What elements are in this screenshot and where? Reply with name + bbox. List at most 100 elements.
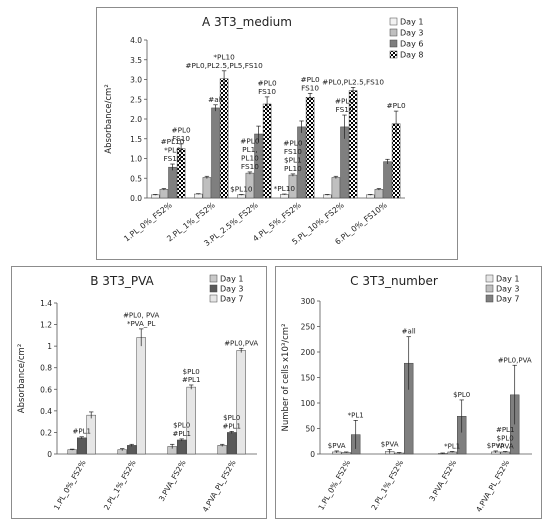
- significance-label: #PL0: [283, 138, 303, 147]
- legend-label: Day 1: [496, 275, 519, 284]
- chart-title: B 3T3_PVA: [90, 274, 154, 288]
- x-tick-label: 3.PVA_FS2%: [157, 459, 188, 503]
- legend-label: Day 3: [400, 29, 423, 38]
- legend-label: Day 1: [220, 275, 243, 284]
- significance-label: *PL10: [274, 184, 296, 193]
- significance-label: #PL0,PVA: [224, 339, 258, 347]
- legend-swatch: [209, 284, 218, 293]
- significance-label: FS10: [258, 87, 276, 96]
- significance-label: PL10: [284, 164, 302, 173]
- y-tick-label: 3.0: [130, 76, 142, 85]
- significance-label: $PVA: [328, 442, 346, 450]
- y-tick-label: 200: [301, 348, 316, 357]
- significance-label: #PL1: [222, 422, 240, 430]
- bar: [168, 166, 177, 199]
- x-tick-label: 2.PL_1%_FS2%: [102, 459, 138, 512]
- y-tick-label: 1.2: [40, 321, 52, 330]
- chart-panel-b: B 3T3_PVA 0 0.2 0.4 0.6 0.8 1 1.2 1.4 Absorbance/…: [11, 266, 267, 519]
- x-tick-label: 2.PL_1%_FS2%: [369, 459, 405, 512]
- legend-swatch: [389, 50, 398, 59]
- chart-panel-c: C 3T3_number 0 50 100 150 200 250 300 Number of …: [275, 266, 542, 519]
- bar: [280, 194, 289, 199]
- x-tick-label: 4.PVA_PL_FS2%: [474, 459, 511, 514]
- bar: [331, 177, 341, 199]
- x-tick-label: 1.PL_0%_FS2%: [52, 459, 88, 512]
- significance-label: #PL0,PL2.5,PL5,FS10: [185, 61, 263, 70]
- bar: [211, 107, 220, 199]
- y-tick-label: 0.4: [40, 407, 52, 416]
- y-axis-label: Absorbance/cm²: [17, 344, 27, 413]
- significance-label: PL1,: [242, 145, 257, 154]
- bar: [217, 445, 227, 455]
- legend-swatch: [485, 284, 494, 293]
- significance-label: *PL1: [348, 411, 364, 419]
- significance-label: #PL0: [300, 75, 320, 84]
- chart-a-svg: A 3T3_medium 0.0 0.5 1.0 1.5 2.0 2.5 3.0 3.5 4.0 A…: [104, 15, 423, 248]
- significance-label: $PL0: [173, 422, 190, 430]
- chart-panel-a: A 3T3_medium 0.0 0.5 1.0 1.5 2.0 2.5 3.0 3.5 4.0 A…: [96, 7, 458, 260]
- legend-swatch: [389, 39, 398, 48]
- legend-label: Day 6: [400, 40, 423, 49]
- y-tick-label: 250: [301, 323, 316, 332]
- bar: [323, 194, 332, 199]
- bar: [159, 189, 169, 199]
- y-tick-label: 0: [47, 450, 52, 459]
- legend-swatch: [209, 294, 218, 303]
- legend-swatch: [485, 274, 494, 283]
- significance-label: FS10: [284, 147, 302, 156]
- significance-label: $PL0: [183, 368, 200, 376]
- bar: [186, 386, 196, 455]
- legend-swatch: [389, 17, 398, 26]
- significance-label: FS10: [336, 105, 354, 114]
- significance-label: #PL1: [72, 428, 90, 436]
- bar: [374, 189, 384, 199]
- y-tick-label: 0.5: [130, 174, 142, 183]
- significance-label: #PL0: [240, 136, 260, 145]
- significance-label: #all: [402, 328, 416, 336]
- legend-label: Day 7: [220, 295, 243, 304]
- significance-label: *PVA: [497, 442, 514, 450]
- significance-label: FS10: [301, 83, 319, 92]
- significance-label: $PVA: [487, 442, 505, 450]
- y-tick-label: 0.6: [40, 385, 52, 394]
- significance-label: $PL0: [497, 434, 514, 442]
- significance-label: #all: [208, 95, 223, 104]
- significance-label: FS10: [164, 154, 182, 163]
- y-tick-label: 1.5: [130, 135, 142, 144]
- y-tick-label: 2.0: [130, 115, 142, 124]
- y-tick-label: 0: [310, 450, 315, 459]
- significance-label: #PL1: [496, 426, 514, 434]
- significance-label: #PL0: [171, 125, 191, 134]
- x-tick-label: 4.PVA_PL_FS2%: [201, 459, 238, 514]
- significance-label: #PL10: [161, 137, 185, 146]
- y-tick-label: 0.2: [40, 428, 52, 437]
- bar: [77, 437, 87, 455]
- bar: [366, 194, 375, 199]
- significance-label: #PL0,PVA: [498, 356, 532, 364]
- significance-label: $PL0: [223, 414, 240, 422]
- significance-label: #PL0: [257, 78, 277, 87]
- bar: [262, 103, 272, 199]
- significance-label: #PL1: [172, 430, 190, 438]
- chart-c-svg: C 3T3_number 0 50 100 150 200 250 300 Number of …: [281, 274, 532, 514]
- chart-title: C 3T3_number: [350, 274, 438, 288]
- x-tick-label: 3.PVA_FS2%: [427, 459, 458, 503]
- y-tick-label: 0.0: [130, 194, 142, 203]
- legend-swatch: [485, 294, 494, 303]
- legend-label: Day 7: [496, 295, 519, 304]
- significance-label: #PL1: [182, 376, 200, 384]
- significance-label: #PL0: [386, 101, 406, 110]
- y-tick-label: 0.8: [40, 364, 52, 373]
- bar: [127, 445, 137, 455]
- chart-b-svg: B 3T3_PVA 0 0.2 0.4 0.6 0.8 1 1.2 1.4 Absorbance/…: [17, 274, 258, 514]
- y-tick-label: 1.0: [130, 155, 142, 164]
- legend-label: Day 3: [496, 285, 519, 294]
- significance-label: $PL10: [230, 184, 253, 193]
- y-axis-label: Absorbance/cm²: [104, 84, 114, 153]
- significance-label: PL10: [241, 153, 259, 162]
- chart-title: A 3T3_medium: [202, 15, 292, 29]
- bar: [227, 432, 237, 455]
- y-axis-label: Number of cells x10³/cm²: [281, 324, 291, 432]
- significance-label: FS10: [241, 162, 259, 171]
- significance-label: *PL1: [444, 442, 460, 450]
